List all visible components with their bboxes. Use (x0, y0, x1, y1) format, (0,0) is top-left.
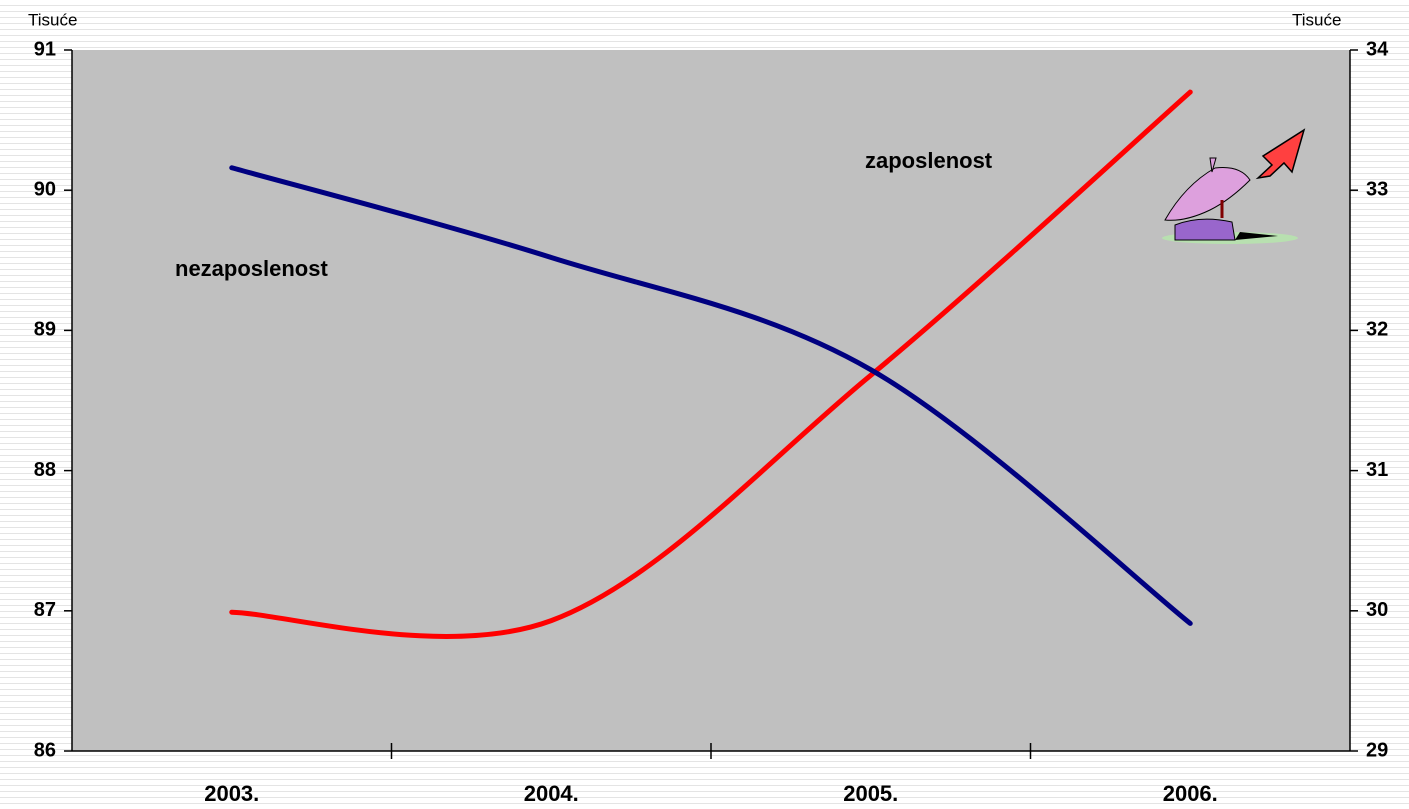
y-tick-label: 90 (34, 178, 56, 200)
y-tick-label: 86 (34, 739, 56, 761)
y2-tick-label: 30 (1366, 599, 1388, 621)
y2-tick-label: 32 (1366, 319, 1388, 341)
x-tick-label: 2006. (1163, 781, 1218, 806)
y2-tick-label: 29 (1366, 739, 1388, 761)
series-label: zaposlenost (865, 148, 993, 173)
page: {"chart_data": {"type": "line", "categor… (0, 0, 1409, 809)
y2-axis-label: Tisuće (1292, 10, 1341, 29)
y-tick-label: 87 (34, 599, 56, 621)
y2-tick-label: 34 (1366, 38, 1389, 60)
y-tick-label: 88 (34, 459, 56, 481)
y2-tick-label: 31 (1366, 459, 1388, 481)
x-tick-label: 2005. (843, 781, 898, 806)
x-tick-label: 2003. (204, 781, 259, 806)
chart: Tisuće Tisuće nezaposlenost zaposlenost … (0, 0, 1409, 809)
plot-area (72, 50, 1350, 751)
y-tick-label: 89 (34, 319, 56, 341)
y-tick-label: 91 (34, 38, 56, 60)
x-tick-label: 2004. (524, 781, 579, 806)
y-axis-label: Tisuće (28, 10, 77, 29)
series-label: nezaposlenost (175, 256, 328, 281)
y2-tick-label: 33 (1366, 178, 1388, 200)
